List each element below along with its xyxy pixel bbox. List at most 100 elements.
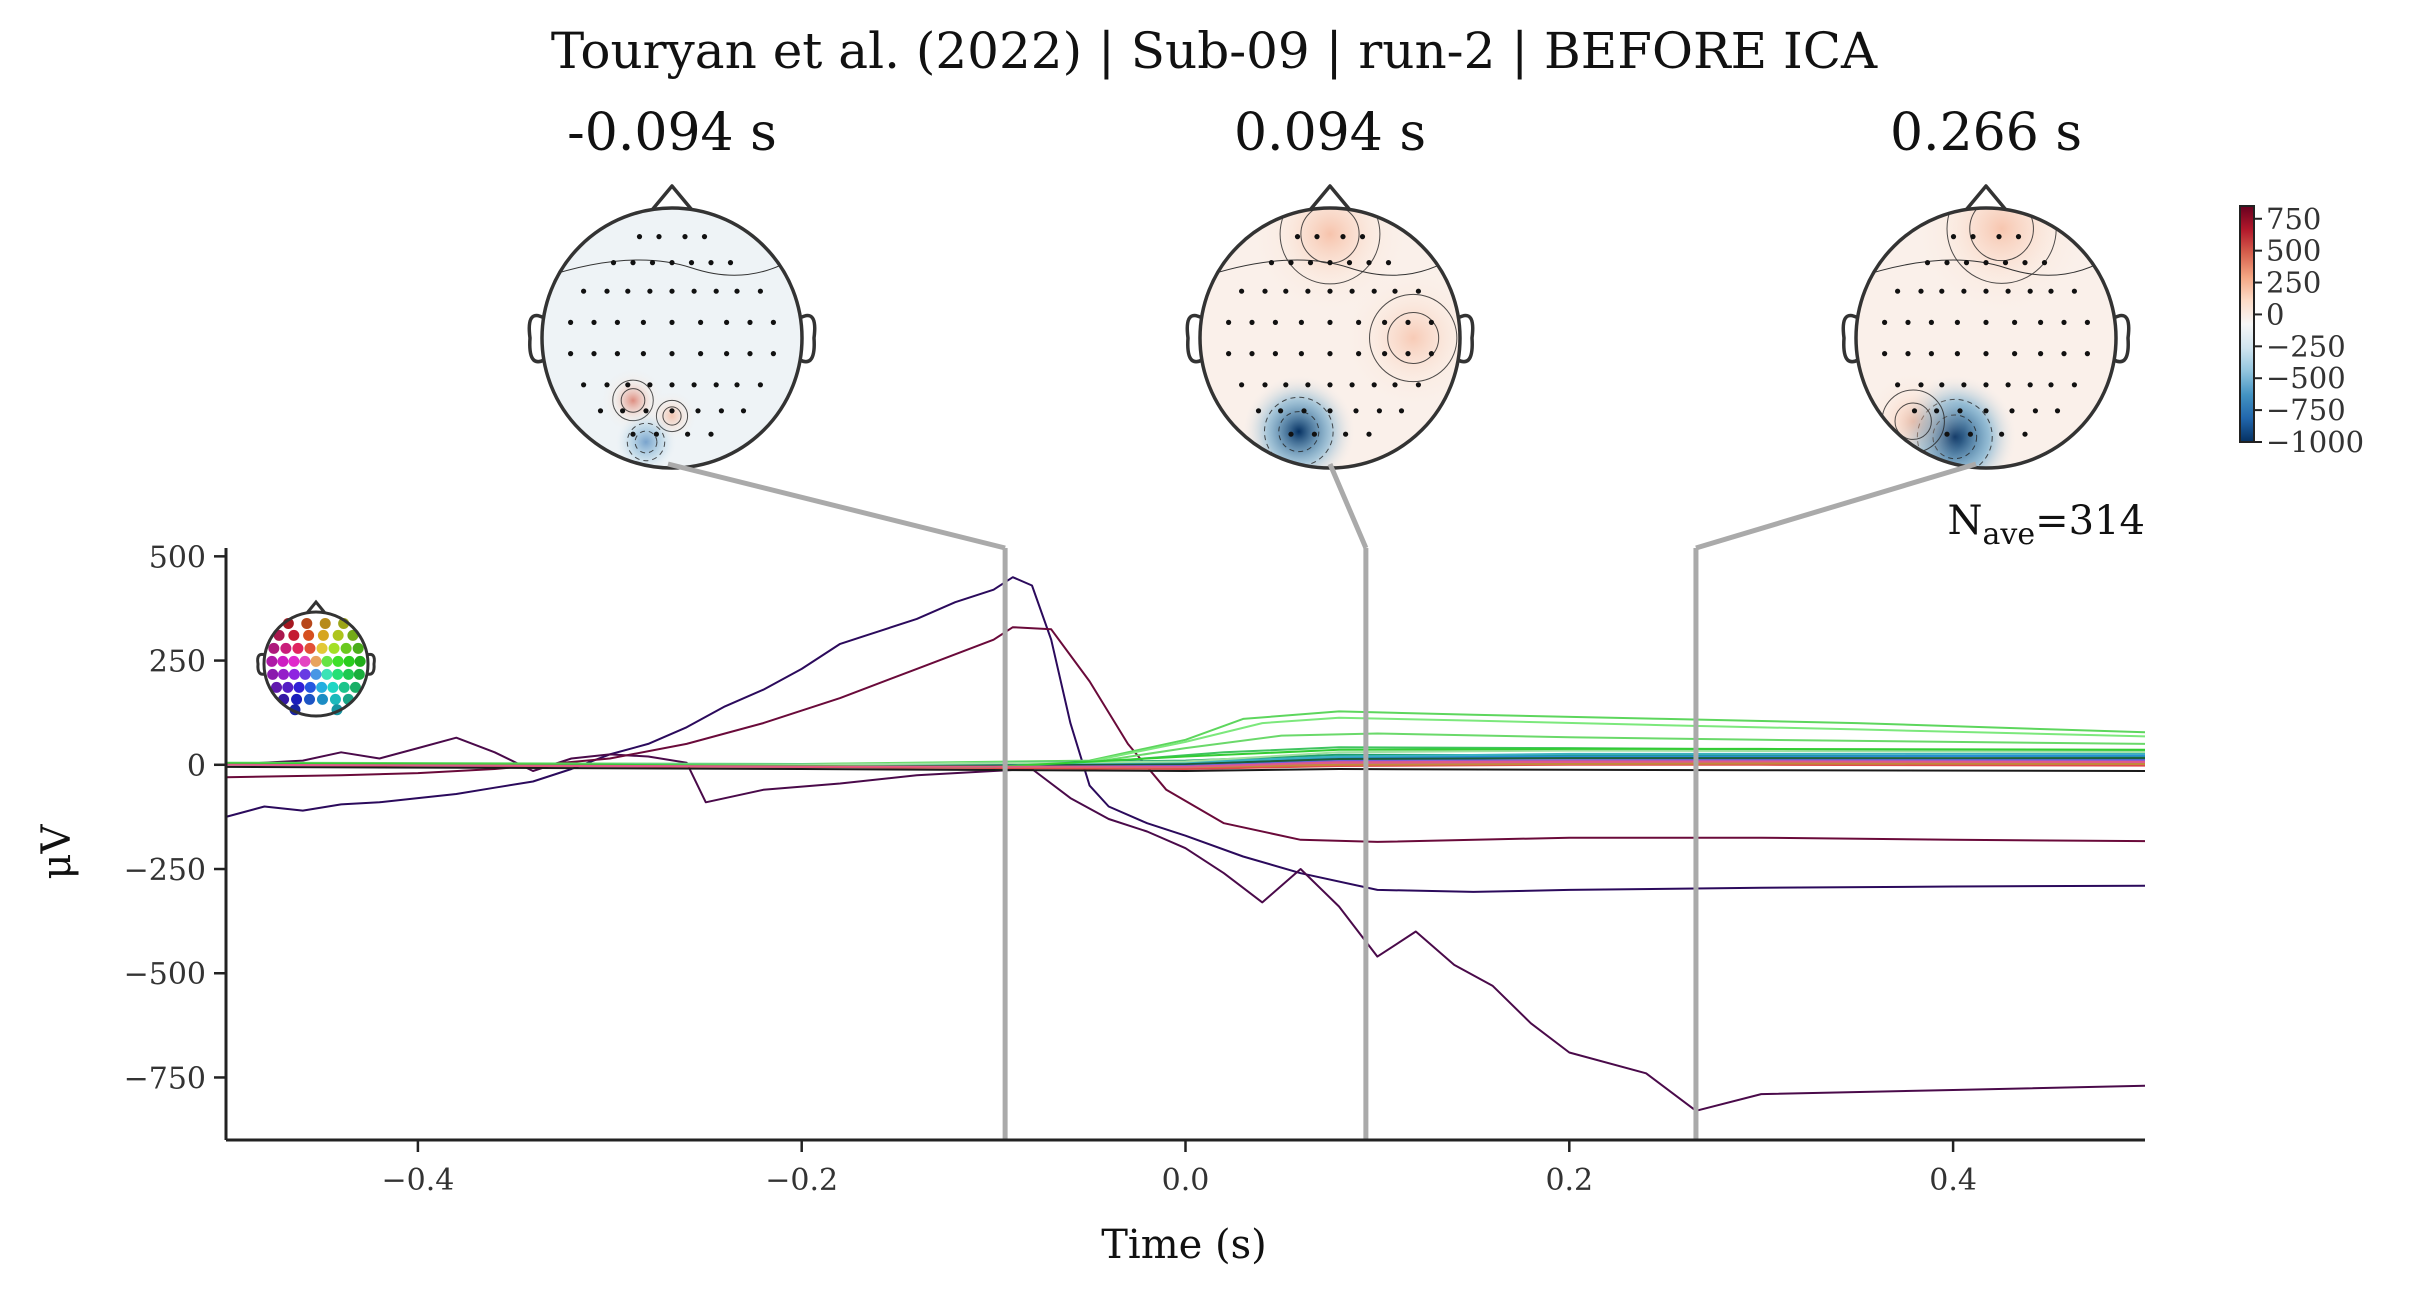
- left-ear-outline: [527, 313, 545, 364]
- electrode-dot: [757, 382, 764, 388]
- electrode-dot: [1944, 260, 1950, 266]
- electrode-dot: [2022, 260, 2028, 266]
- electrode-dot: [1405, 319, 1411, 325]
- electrode-dot: [649, 260, 656, 266]
- inset-electrode-dot: [301, 617, 313, 629]
- topomap-title-3: 0.266 s: [1890, 103, 2082, 163]
- electrode-dot: [620, 408, 626, 414]
- electrode-dot: [1963, 260, 1970, 266]
- electrode-dot: [1249, 319, 1255, 325]
- electrode-dot: [625, 382, 631, 388]
- nose-outline: [1964, 184, 2008, 212]
- electrode-dot: [1305, 382, 1311, 388]
- inset-electrode-dot: [277, 655, 289, 667]
- inset-electrode-dot: [321, 655, 333, 667]
- electrode-dot: [1385, 260, 1392, 266]
- inset-electrode-dot: [267, 668, 279, 680]
- inset-electrode-dot: [353, 668, 365, 680]
- electrode-dot: [1392, 382, 1398, 388]
- electrode-dot: [1382, 351, 1388, 357]
- electrode-dot: [727, 260, 734, 266]
- electrode-dot: [713, 288, 719, 294]
- electrode-dot: [724, 351, 730, 357]
- y-tick-label: −750: [124, 1061, 206, 1096]
- electrode-dot: [1356, 351, 1362, 357]
- series-line-20: [225, 760, 2146, 768]
- electrode-dot: [1954, 319, 1960, 325]
- electrode-dot: [568, 319, 574, 325]
- head-outline: [540, 206, 804, 470]
- electrode-dot: [1346, 260, 1353, 266]
- electrode-dot: [718, 408, 725, 414]
- electrode-dot: [1954, 351, 1960, 357]
- electrode-dot: [1950, 234, 1957, 240]
- electrode-dot: [640, 351, 647, 357]
- x-tick-label: 0.0: [1162, 1163, 1210, 1198]
- topomap-contour: [1263, 396, 1334, 467]
- inset-head-outline: [262, 610, 370, 718]
- electrode-dot: [1895, 288, 1901, 294]
- topomap-contour: [620, 388, 646, 413]
- inset-electrode-dot: [332, 655, 344, 667]
- electrode-dot: [669, 408, 675, 414]
- inset-nose-outline: [305, 599, 327, 614]
- electrode-dot: [695, 408, 701, 414]
- x-tick-label: −0.2: [765, 1163, 838, 1198]
- electrode-dot: [682, 234, 688, 240]
- x-axis-label: Time (s): [1101, 1222, 1267, 1268]
- topomap-contour: [1278, 411, 1320, 453]
- electrode-dot: [1288, 260, 1294, 266]
- electrode-dot: [647, 288, 653, 294]
- electrode-dot: [1288, 431, 1294, 437]
- inset-electrode-dot: [292, 642, 304, 654]
- electrode-dot: [640, 319, 647, 325]
- electrode-dot: [2027, 288, 2033, 294]
- colorbar-tick-label: 750: [2266, 202, 2321, 236]
- head-outline: [1854, 206, 2118, 470]
- electrode-dot: [1934, 408, 1940, 414]
- electrode-dot: [1327, 408, 1333, 414]
- topomap-1: [527, 184, 817, 470]
- electrode-dot: [1415, 382, 1421, 388]
- electrode-dot: [1343, 431, 1349, 437]
- x-tick-label: −0.4: [381, 1163, 454, 1198]
- electrode-dot: [1918, 288, 1924, 294]
- inset-electrode-dot: [317, 629, 329, 641]
- electrode-dot: [656, 234, 662, 240]
- colorbar-tick-label: −750: [2266, 393, 2346, 427]
- inset-electrode-dot: [278, 668, 290, 680]
- electrode-dot: [1327, 382, 1333, 388]
- figure-title: Touryan et al. (2022) | Sub-09 | run-2 |…: [551, 22, 1878, 80]
- topomap-activity-blob: [1910, 208, 2093, 320]
- inset-electrode-dot: [338, 681, 350, 693]
- electrode-dot: [2071, 382, 2077, 388]
- electrode-dot: [2038, 319, 2044, 325]
- topomap-activity-blob: [1340, 265, 1460, 411]
- electrode-dot: [1928, 319, 1934, 325]
- colorbar-tick-label: 0: [2266, 297, 2284, 331]
- y-tick-label: 250: [149, 645, 206, 680]
- electrode-dot: [1353, 408, 1359, 414]
- electrode-dot: [636, 234, 643, 240]
- electrode-dot: [669, 382, 675, 388]
- series-lines: [225, 576, 2146, 1112]
- electrode-dot: [1356, 319, 1362, 325]
- electrode-dot: [2002, 260, 2009, 266]
- electrode-dot: [1996, 234, 2002, 240]
- inset-electrode-dot: [316, 681, 328, 693]
- electrode-dot: [1944, 431, 1950, 437]
- electrode-dot: [2048, 382, 2054, 388]
- x-tick-label: 0.4: [1929, 1163, 1977, 1198]
- electrode-dot: [1340, 234, 1346, 240]
- inset-right-ear: [366, 652, 376, 676]
- electrode-dot: [734, 288, 740, 294]
- electrode-dot: [643, 408, 649, 414]
- electrode-dot: [1918, 382, 1924, 388]
- electrode-dot: [1314, 234, 1320, 240]
- electrode-dot: [2048, 288, 2054, 294]
- electrode-dot: [2015, 234, 2022, 240]
- inset-electrode-dot: [304, 642, 316, 654]
- electrode-dot: [1226, 351, 1232, 357]
- topomap-contour: [1894, 402, 1932, 440]
- electrode-dot: [669, 319, 675, 325]
